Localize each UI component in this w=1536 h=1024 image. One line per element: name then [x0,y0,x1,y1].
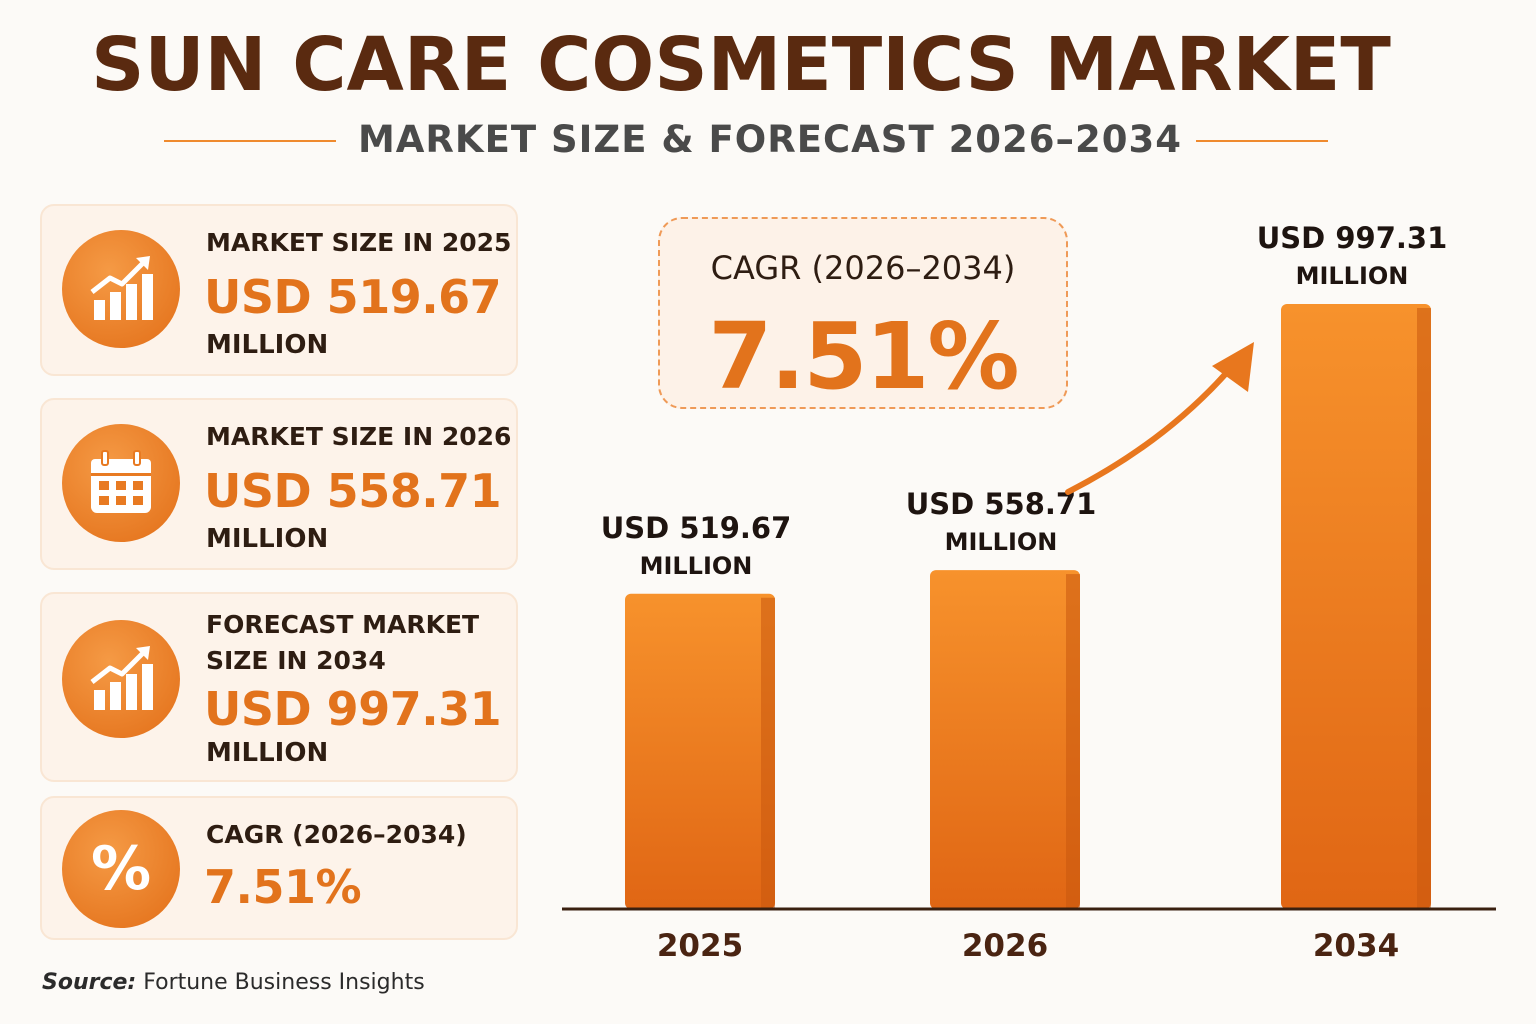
data-label-value: USD 558.71 [906,487,1097,521]
x-tick-label: 2034 [1313,928,1399,964]
source-label: Source: [42,970,137,995]
stat-card-market-size-2025: MARKET SIZE IN 2025 USD 519.67 MILLION [40,204,518,376]
page-subtitle: MARKET SIZE & FORECAST 2026–2034 [357,118,1183,161]
card-value: USD 558.71 [204,464,502,518]
card-unit: MILLION [206,524,329,554]
card-label-line1: FORECAST MARKET [206,610,480,639]
x-tick-label: 2025 [657,928,743,964]
card-label: MARKET SIZE IN 2026 [206,422,512,451]
subtitle-rule-right [1196,140,1328,142]
card-unit: MILLION [206,330,329,360]
growth-arrow-head [1212,342,1254,392]
card-label: MARKET SIZE IN 2025 [206,228,512,257]
growth-chart-icon [62,620,180,738]
source-note: Source: Fortune Business Insights [42,970,425,995]
stat-card-forecast-2034: FORECAST MARKET SIZE IN 2034 USD 997.31 … [40,592,518,782]
card-value: 7.51% [204,860,362,914]
cagr-callout-value: 7.51% [708,303,1019,410]
source-text: Fortune Business Insights [143,970,425,995]
stat-card-market-size-2026: MARKET SIZE IN 2026 USD 558.71 MILLION [40,398,518,570]
data-label-unit: MILLION [1296,262,1409,290]
percent-icon: % [62,810,180,928]
growth-arrow [1065,359,1239,495]
bar-2034 [1281,304,1431,909]
cagr-callout-label: CAGR (2026–2034) [710,249,1016,287]
card-unit: MILLION [206,738,329,768]
card-value: USD 519.67 [204,270,502,324]
growth-chart-icon [62,230,180,348]
data-label-value: USD 997.31 [1257,221,1448,255]
subtitle-rule-left [164,140,336,142]
bar-shade-2034 [1417,308,1431,909]
calendar-icon [62,424,180,542]
card-label-line2: SIZE IN 2034 [206,646,386,675]
data-label-unit: MILLION [640,552,753,580]
data-label-value: USD 519.67 [601,511,792,545]
page-title: SUN CARE COSMETICS MARKET [91,22,1391,108]
bar-shade-2025 [761,597,775,909]
data-label-unit: MILLION [945,528,1058,556]
card-label: CAGR (2026–2034) [206,820,467,849]
bar-shade-2026 [1066,574,1080,909]
card-value: USD 997.31 [204,682,502,736]
cagr-callout: CAGR (2026–2034) 7.51% [658,217,1068,410]
bar-2026 [930,570,1080,909]
x-tick-label: 2026 [962,928,1048,964]
bar-2025 [625,593,775,909]
stat-card-cagr: % CAGR (2026–2034) 7.51% [40,796,518,940]
